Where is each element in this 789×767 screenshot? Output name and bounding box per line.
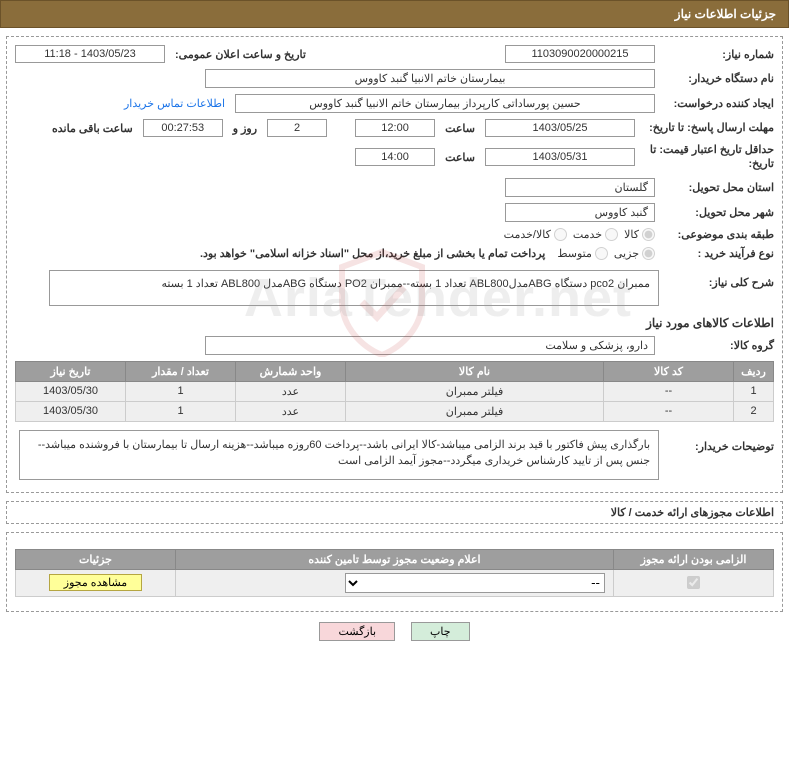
days-remaining-value: 2: [267, 119, 327, 137]
back-button[interactable]: بازگشت: [319, 622, 395, 641]
items-col-3: واحد شمارش: [236, 361, 346, 381]
row-purchase-type: نوع فرآیند خرید : جزیی متوسط پرداخت تمام…: [15, 247, 774, 260]
row-group: گروه کالا: دارو، پزشکی و سلامت: [15, 336, 774, 355]
auth-col-details: جزئیات: [16, 549, 176, 569]
time-remaining-value: 00:27:53: [143, 119, 223, 137]
buyer-contact-link[interactable]: اطلاعات تماس خریدار: [118, 97, 231, 110]
row-need-desc: شرح کلی نیاز: ممبران pco2 دستگاه ABGمدلA…: [15, 270, 774, 306]
hour-label-2: ساعت: [439, 151, 481, 164]
need-number-label: شماره نیاز:: [659, 48, 774, 61]
items-col-2: نام کالا: [346, 361, 604, 381]
radio-minor[interactable]: [642, 247, 655, 260]
auth-table: الزامی بودن ارائه مجوز اعلام وضعیت مجوز …: [15, 549, 774, 597]
buyer-notes-box: بارگذاری پیش فاکتور با قید برند الزامی م…: [19, 430, 659, 480]
row-need-number: شماره نیاز: 1103090020000215 تاریخ و ساع…: [15, 45, 774, 63]
need-number-value: 1103090020000215: [505, 45, 655, 63]
items-table: ردیفکد کالانام کالاواحد شمارشتعداد / مقد…: [15, 361, 774, 422]
radio-service-label: خدمت: [573, 228, 602, 241]
radio-both-label: کالا/خدمت: [504, 228, 551, 241]
buyer-org-value: بیمارستان خاتم الانبیا گنبد کاووس: [205, 69, 655, 88]
buyer-org-label: نام دستگاه خریدار:: [659, 72, 774, 85]
purchase-type-radio-group: جزیی متوسط: [557, 247, 655, 260]
group-label: گروه کالا:: [659, 339, 774, 352]
province-value: گلستان: [505, 178, 655, 197]
answer-date-value: 1403/05/25: [485, 119, 635, 137]
row-province: استان محل تحویل: گلستان: [15, 178, 774, 197]
need-desc-box: ممبران pco2 دستگاه ABGمدلABL800 تعداد 1 …: [49, 270, 659, 306]
days-and-label: روز و: [227, 122, 263, 135]
validity-date-value: 1403/05/31: [485, 148, 635, 166]
province-label: استان محل تحویل:: [659, 181, 774, 194]
group-value: دارو، پزشکی و سلامت: [205, 336, 655, 355]
view-auth-button[interactable]: مشاهده مجوز: [49, 574, 142, 591]
footer-buttons: چاپ بازگشت: [0, 622, 789, 641]
table-row: 2--فیلتر ممبرانعدد11403/05/30: [16, 401, 774, 421]
validity-time-value: 14:00: [355, 148, 435, 166]
auth-col-mandatory: الزامی بودن ارائه مجوز: [614, 549, 774, 569]
auth-section-title: اطلاعات مجوزهای ارائه خدمت / کالا: [6, 501, 783, 524]
row-buyer-org: نام دستگاه خریدار: بیمارستان خاتم الانبی…: [15, 69, 774, 88]
items-col-4: تعداد / مقدار: [126, 361, 236, 381]
items-col-5: تاریخ نیاز: [16, 361, 126, 381]
answer-time-value: 12:00: [355, 119, 435, 137]
auth-status-select[interactable]: --: [345, 573, 605, 593]
category-radio-group: کالا خدمت کالا/خدمت: [504, 228, 655, 241]
row-category: طبقه بندی موضوعی: کالا خدمت کالا/خدمت: [15, 228, 774, 241]
main-panel: AriaTender.net شماره نیاز: 1103090020000…: [6, 36, 783, 493]
buyer-notes-label: توضیحات خریدار:: [659, 430, 774, 453]
items-col-1: کد کالا: [604, 361, 734, 381]
radio-both[interactable]: [554, 228, 567, 241]
validity-label: حداقل تاریخ اعتبار قیمت: تا تاریخ:: [639, 143, 774, 172]
items-section-title: اطلاعات کالاهای مورد نیاز: [15, 316, 774, 330]
answer-deadline-label: مهلت ارسال پاسخ: تا تاریخ:: [639, 121, 774, 135]
purchase-note: پرداخت تمام یا بخشی از مبلغ خرید،از محل …: [200, 247, 553, 260]
need-desc-label: شرح کلی نیاز:: [659, 270, 774, 289]
items-col-0: ردیف: [734, 361, 774, 381]
hour-label-1: ساعت: [439, 122, 481, 135]
city-value: گنبد کاووس: [505, 203, 655, 222]
print-button[interactable]: چاپ: [411, 622, 470, 641]
announce-label: تاریخ و ساعت اعلان عمومی:: [169, 48, 312, 61]
radio-medium-label: متوسط: [557, 247, 592, 260]
auth-col-status: اعلام وضعیت مجوز توسط تامین کننده: [176, 549, 614, 569]
row-buyer-notes: توضیحات خریدار: بارگذاری پیش فاکتور با ق…: [15, 430, 774, 480]
radio-goods[interactable]: [642, 228, 655, 241]
radio-service[interactable]: [605, 228, 618, 241]
row-answer-deadline: مهلت ارسال پاسخ: تا تاریخ: 1403/05/25 سا…: [15, 119, 774, 137]
remaining-suffix: ساعت باقی مانده: [46, 122, 139, 135]
auth-mandatory-checkbox[interactable]: [687, 576, 700, 589]
announce-value: 1403/05/23 - 11:18: [15, 45, 165, 63]
auth-panel: الزامی بودن ارائه مجوز اعلام وضعیت مجوز …: [6, 532, 783, 612]
page-title: جزئیات اطلاعات نیاز: [675, 7, 776, 21]
category-label: طبقه بندی موضوعی:: [659, 228, 774, 241]
page-header: جزئیات اطلاعات نیاز: [0, 0, 789, 28]
auth-row: -- مشاهده مجوز: [16, 569, 774, 596]
purchase-type-label: نوع فرآیند خرید :: [659, 247, 774, 260]
row-requester: ایجاد کننده درخواست: حسین پورساداتی کارپ…: [15, 94, 774, 113]
row-validity: حداقل تاریخ اعتبار قیمت: تا تاریخ: 1403/…: [15, 143, 774, 172]
radio-goods-label: کالا: [624, 228, 639, 241]
requester-value: حسین پورساداتی کارپرداز بیمارستان خاتم ا…: [235, 94, 655, 113]
requester-label: ایجاد کننده درخواست:: [659, 97, 774, 110]
radio-medium[interactable]: [595, 247, 608, 260]
city-label: شهر محل تحویل:: [659, 206, 774, 219]
radio-minor-label: جزیی: [614, 247, 639, 260]
table-row: 1--فیلتر ممبرانعدد11403/05/30: [16, 381, 774, 401]
row-city: شهر محل تحویل: گنبد کاووس: [15, 203, 774, 222]
